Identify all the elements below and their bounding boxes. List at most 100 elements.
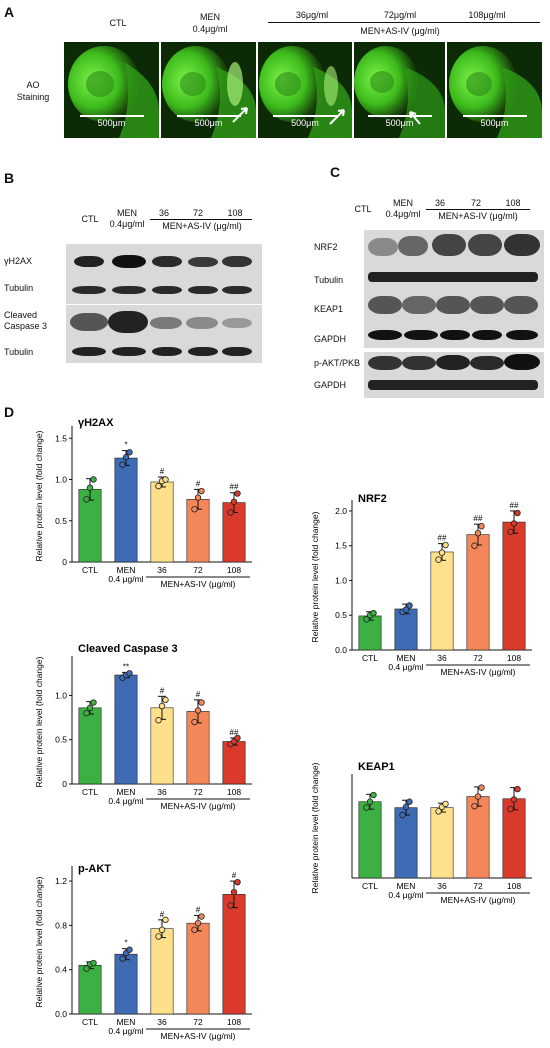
data-point (474, 793, 482, 800)
category-label: 108 (227, 787, 241, 797)
panel-c-row-gapdh-2: GAPDH (314, 380, 347, 390)
panel-b-row-h2ax: γH2AX (4, 256, 33, 266)
panel-c-header-men-dose: 0.4μg/ml (385, 209, 421, 219)
significance-marker: # (196, 690, 201, 699)
scale-bar-label-36: 500μm (291, 118, 319, 128)
panel-a-header-men: MEN (200, 12, 220, 22)
scale-bar-label-72: 500μm (385, 118, 414, 128)
y-tick-label: 1.5 (335, 541, 347, 551)
data-point (234, 734, 241, 742)
significance-marker: * (124, 939, 127, 948)
data-point (194, 707, 202, 714)
data-point (191, 718, 198, 726)
significance-marker: ** (123, 662, 129, 671)
bar-108 (222, 741, 246, 785)
y-tick-label: 1.0 (335, 575, 347, 585)
bar-36 (430, 551, 454, 651)
panel-a-label: A (4, 4, 15, 20)
data-point (126, 946, 133, 953)
y-axis-label: Relative protein level (fold change) (310, 762, 320, 893)
panel-c-header-72: 72 (470, 198, 481, 208)
data-point (227, 902, 234, 909)
panel-c-row-nrf2: NRF2 (314, 242, 338, 252)
data-point (230, 498, 238, 505)
group-label: MEN+AS-IV (μg/ml) (160, 579, 235, 589)
category-label: 108 (227, 565, 241, 575)
category-label: 36 (157, 787, 167, 797)
panel-c-group-label: MEN+AS-IV (μg/ml) (438, 211, 518, 221)
data-point (198, 913, 205, 920)
chart-pakt: p-AKT Relative protein level (fold change… (34, 863, 252, 1041)
data-point (191, 505, 198, 513)
data-point (162, 696, 169, 704)
panel-a-header-men-dose: 0.4μg/ml (192, 24, 228, 34)
bar-108 (222, 894, 246, 1015)
data-point (158, 926, 166, 934)
significance-marker: # (160, 910, 165, 919)
category-label: 36 (157, 1017, 167, 1027)
data-point (366, 798, 374, 805)
data-point (507, 805, 514, 813)
bar-CTL (358, 801, 382, 879)
data-point (86, 484, 94, 491)
chart-nrf2: NRF2 Relative protein level (fold change)… (310, 493, 532, 677)
panel-c-row-keap1: KEAP1 (314, 304, 344, 314)
zebrafish-graphic (162, 46, 256, 138)
group-label: MEN+AS-IV (μg/ml) (440, 895, 515, 905)
bar-36 (150, 928, 174, 1015)
category-label: CTL (82, 1017, 98, 1027)
scale-bar-label-ctl: 500μm (97, 118, 126, 128)
data-point (234, 490, 241, 497)
significance-marker: ## (510, 501, 519, 510)
category-label: MEN (117, 565, 136, 575)
y-tick-label: 1.0 (55, 690, 67, 700)
data-point (402, 803, 410, 811)
category-sublabel: 0.4 μg/ml (388, 662, 423, 672)
panel-d-label: D (4, 404, 15, 420)
data-point (162, 476, 169, 483)
scale-bar-label-108: 500μm (480, 118, 509, 128)
y-tick-label: 0.5 (335, 610, 347, 620)
zebrafish-graphic (68, 46, 159, 138)
blot-b-top (66, 244, 262, 304)
panel-b-header-men: MEN (117, 208, 137, 218)
y-tick-label: 0.0 (335, 645, 347, 655)
category-label: 72 (193, 1017, 203, 1027)
chart-title: NRF2 (358, 493, 387, 505)
ao-image-ctl: 500μm (64, 42, 159, 138)
panel-a-header-72: 72μg/ml (383, 10, 417, 20)
panel-b-row-casp3-1: Cleaved (4, 310, 38, 320)
ao-image-men: 500μm (161, 42, 256, 138)
blot-c-top (364, 230, 544, 348)
category-label: 72 (473, 653, 483, 663)
data-point (370, 609, 377, 617)
data-point (234, 878, 241, 886)
significance-marker: ## (438, 534, 447, 543)
category-label: MEN (117, 1017, 136, 1027)
significance-marker: # (232, 871, 237, 880)
chart-casp3: Cleaved Caspase 3 Relative protein level … (34, 643, 252, 811)
data-point (435, 808, 442, 815)
data-point (155, 717, 162, 724)
significance-marker: * (124, 441, 127, 450)
panel-b-header-72: 72 (192, 208, 203, 218)
panel-a-row-label-2: Staining (16, 92, 50, 102)
chart-title: p-AKT (78, 863, 111, 875)
panel-c-row-tubulin: Tubulin (314, 275, 344, 285)
category-sublabel: 0.4 μg/ml (108, 796, 143, 806)
blot-b-bottom (66, 305, 262, 363)
data-point (126, 449, 133, 456)
ao-image-72: 500μm (354, 42, 445, 138)
significance-marker: # (160, 686, 165, 695)
data-point (83, 496, 90, 503)
panel-c-group-line (426, 209, 530, 210)
chart-title: KEAP1 (358, 761, 395, 773)
significance-marker: ## (230, 483, 239, 492)
data-point (402, 606, 410, 613)
y-axis-label: Relative protein level (fold change) (34, 656, 44, 787)
category-label: CTL (82, 787, 98, 797)
panel-c-header-ctl: CTL (354, 204, 372, 214)
data-point (155, 482, 162, 490)
ao-image-36: 500μm (258, 42, 352, 138)
panel-b-row-tubulin-1: Tubulin (4, 283, 34, 293)
